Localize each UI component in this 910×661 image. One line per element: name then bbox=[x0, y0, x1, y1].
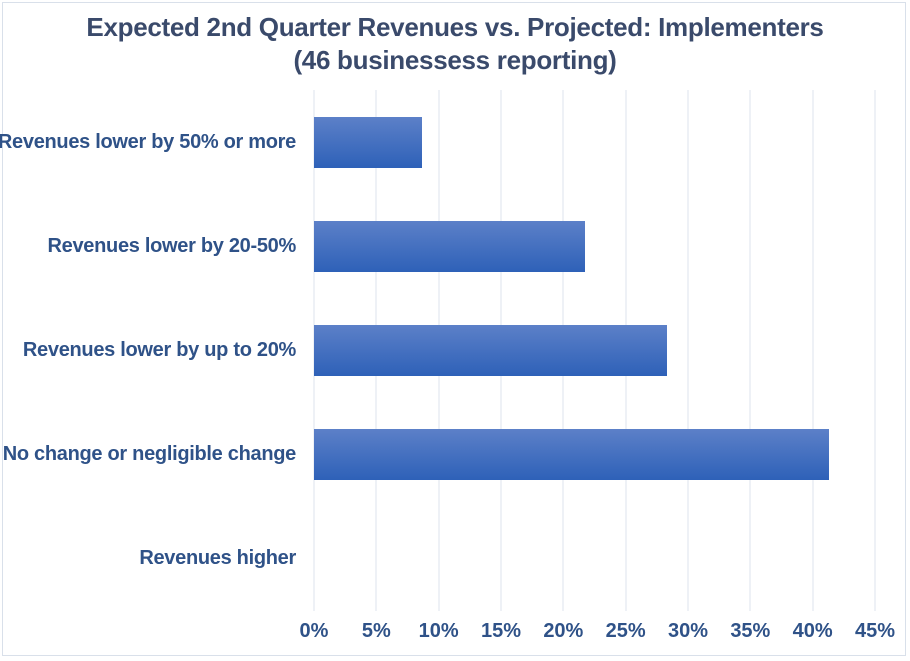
bar bbox=[314, 429, 829, 481]
bar bbox=[314, 325, 667, 376]
gridline bbox=[812, 90, 814, 611]
x-tick-label: 10% bbox=[418, 620, 459, 642]
x-tick-label: 35% bbox=[730, 620, 771, 642]
bar bbox=[314, 220, 585, 272]
bar-series bbox=[314, 90, 875, 611]
x-tick-label: 30% bbox=[667, 620, 709, 642]
bar bbox=[314, 116, 423, 168]
category-label: Revenues lower by 50% or more bbox=[0, 130, 296, 153]
x-axis-tick-labels: 0% 5% 10% 15% 20% 25% 30% 35% 40% 45% bbox=[300, 620, 895, 650]
x-tick-label: 0% bbox=[299, 620, 329, 642]
category-label: No change or negligible change bbox=[2, 443, 297, 466]
bar-row bbox=[314, 90, 875, 194]
x-tick-label: 20% bbox=[543, 620, 584, 642]
bar-row bbox=[314, 403, 875, 507]
bar-row bbox=[314, 507, 875, 611]
category-label: Revenues higher bbox=[139, 547, 296, 570]
category-label: Revenues lower by 20-50% bbox=[47, 234, 297, 257]
x-tick-label: 15% bbox=[480, 620, 522, 642]
x-tick-label: 5% bbox=[361, 620, 391, 642]
x-tick-label: 25% bbox=[605, 620, 646, 642]
x-tick-label: 45% bbox=[854, 620, 896, 642]
chart-title-line-1: Expected 2nd Quarter Revenues vs. Projec… bbox=[86, 12, 824, 42]
category-axis-labels: Revenues lower by 50% or more Revenues lo… bbox=[0, 90, 297, 611]
x-tick-label: 40% bbox=[792, 620, 833, 642]
chart-title: Expected 2nd Quarter Revenues vs. Projec… bbox=[0, 11, 910, 77]
gridline bbox=[874, 90, 876, 611]
gridline bbox=[749, 90, 751, 611]
bar-row bbox=[314, 194, 875, 298]
bar-row bbox=[314, 298, 875, 402]
category-label: Revenues lower by up to 20% bbox=[22, 339, 296, 361]
chart-title-line-2: (46 businessess reporting) bbox=[293, 45, 617, 75]
plot-area bbox=[313, 90, 876, 611]
gridline bbox=[687, 90, 689, 611]
